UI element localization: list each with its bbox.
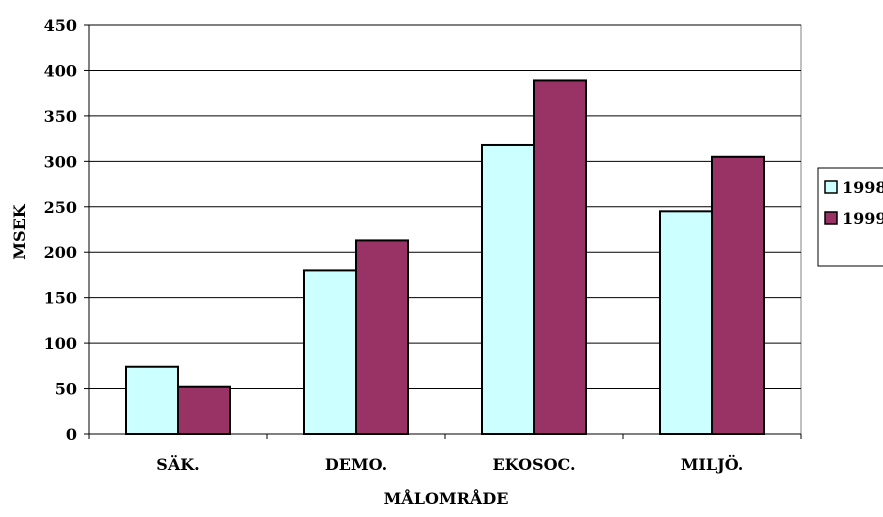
bars [125, 79, 765, 436]
y-tick-label: 200 [44, 243, 77, 262]
y-tick-label: 400 [44, 61, 77, 80]
x-tick-label: SÄK. [156, 454, 199, 474]
bar-1999-3 [711, 155, 765, 436]
bar-1999-1 [355, 239, 409, 435]
y-tick-label: 350 [44, 107, 77, 126]
bar-1998-0 [125, 365, 179, 435]
bar-1999-2 [533, 79, 587, 435]
y-tick-label: 250 [44, 198, 77, 217]
x-tick-label: DEMO. [325, 455, 387, 474]
legend: 1998 1999 [817, 167, 883, 267]
x-axis-title: MÅLOMRÅDE [384, 487, 509, 508]
y-tick-label: 150 [44, 289, 77, 308]
legend-label: 1999 [842, 209, 883, 228]
bar-1998-1 [303, 269, 357, 435]
y-tick-label: 0 [66, 425, 77, 444]
x-tick-label: MILJÖ. [681, 454, 744, 474]
legend-swatch [824, 211, 838, 225]
y-tick-label: 50 [55, 380, 77, 399]
y-tick-label: 300 [44, 152, 77, 171]
y-tick-label: 100 [44, 334, 77, 353]
bar-1998-2 [481, 143, 535, 435]
x-tick-label: EKOSOC. [492, 455, 575, 474]
y-axis-title: MSEK [10, 203, 29, 259]
axes: 0 50 100 150 200 250 300 350 400 450 SÄK. DEMO. EKOS… [44, 16, 802, 474]
y-tick-label: 450 [44, 16, 77, 35]
legend-swatch [824, 180, 838, 194]
bar-1999-0 [177, 385, 231, 435]
bar-1998-3 [659, 210, 713, 435]
legend-label: 1998 [842, 178, 883, 197]
